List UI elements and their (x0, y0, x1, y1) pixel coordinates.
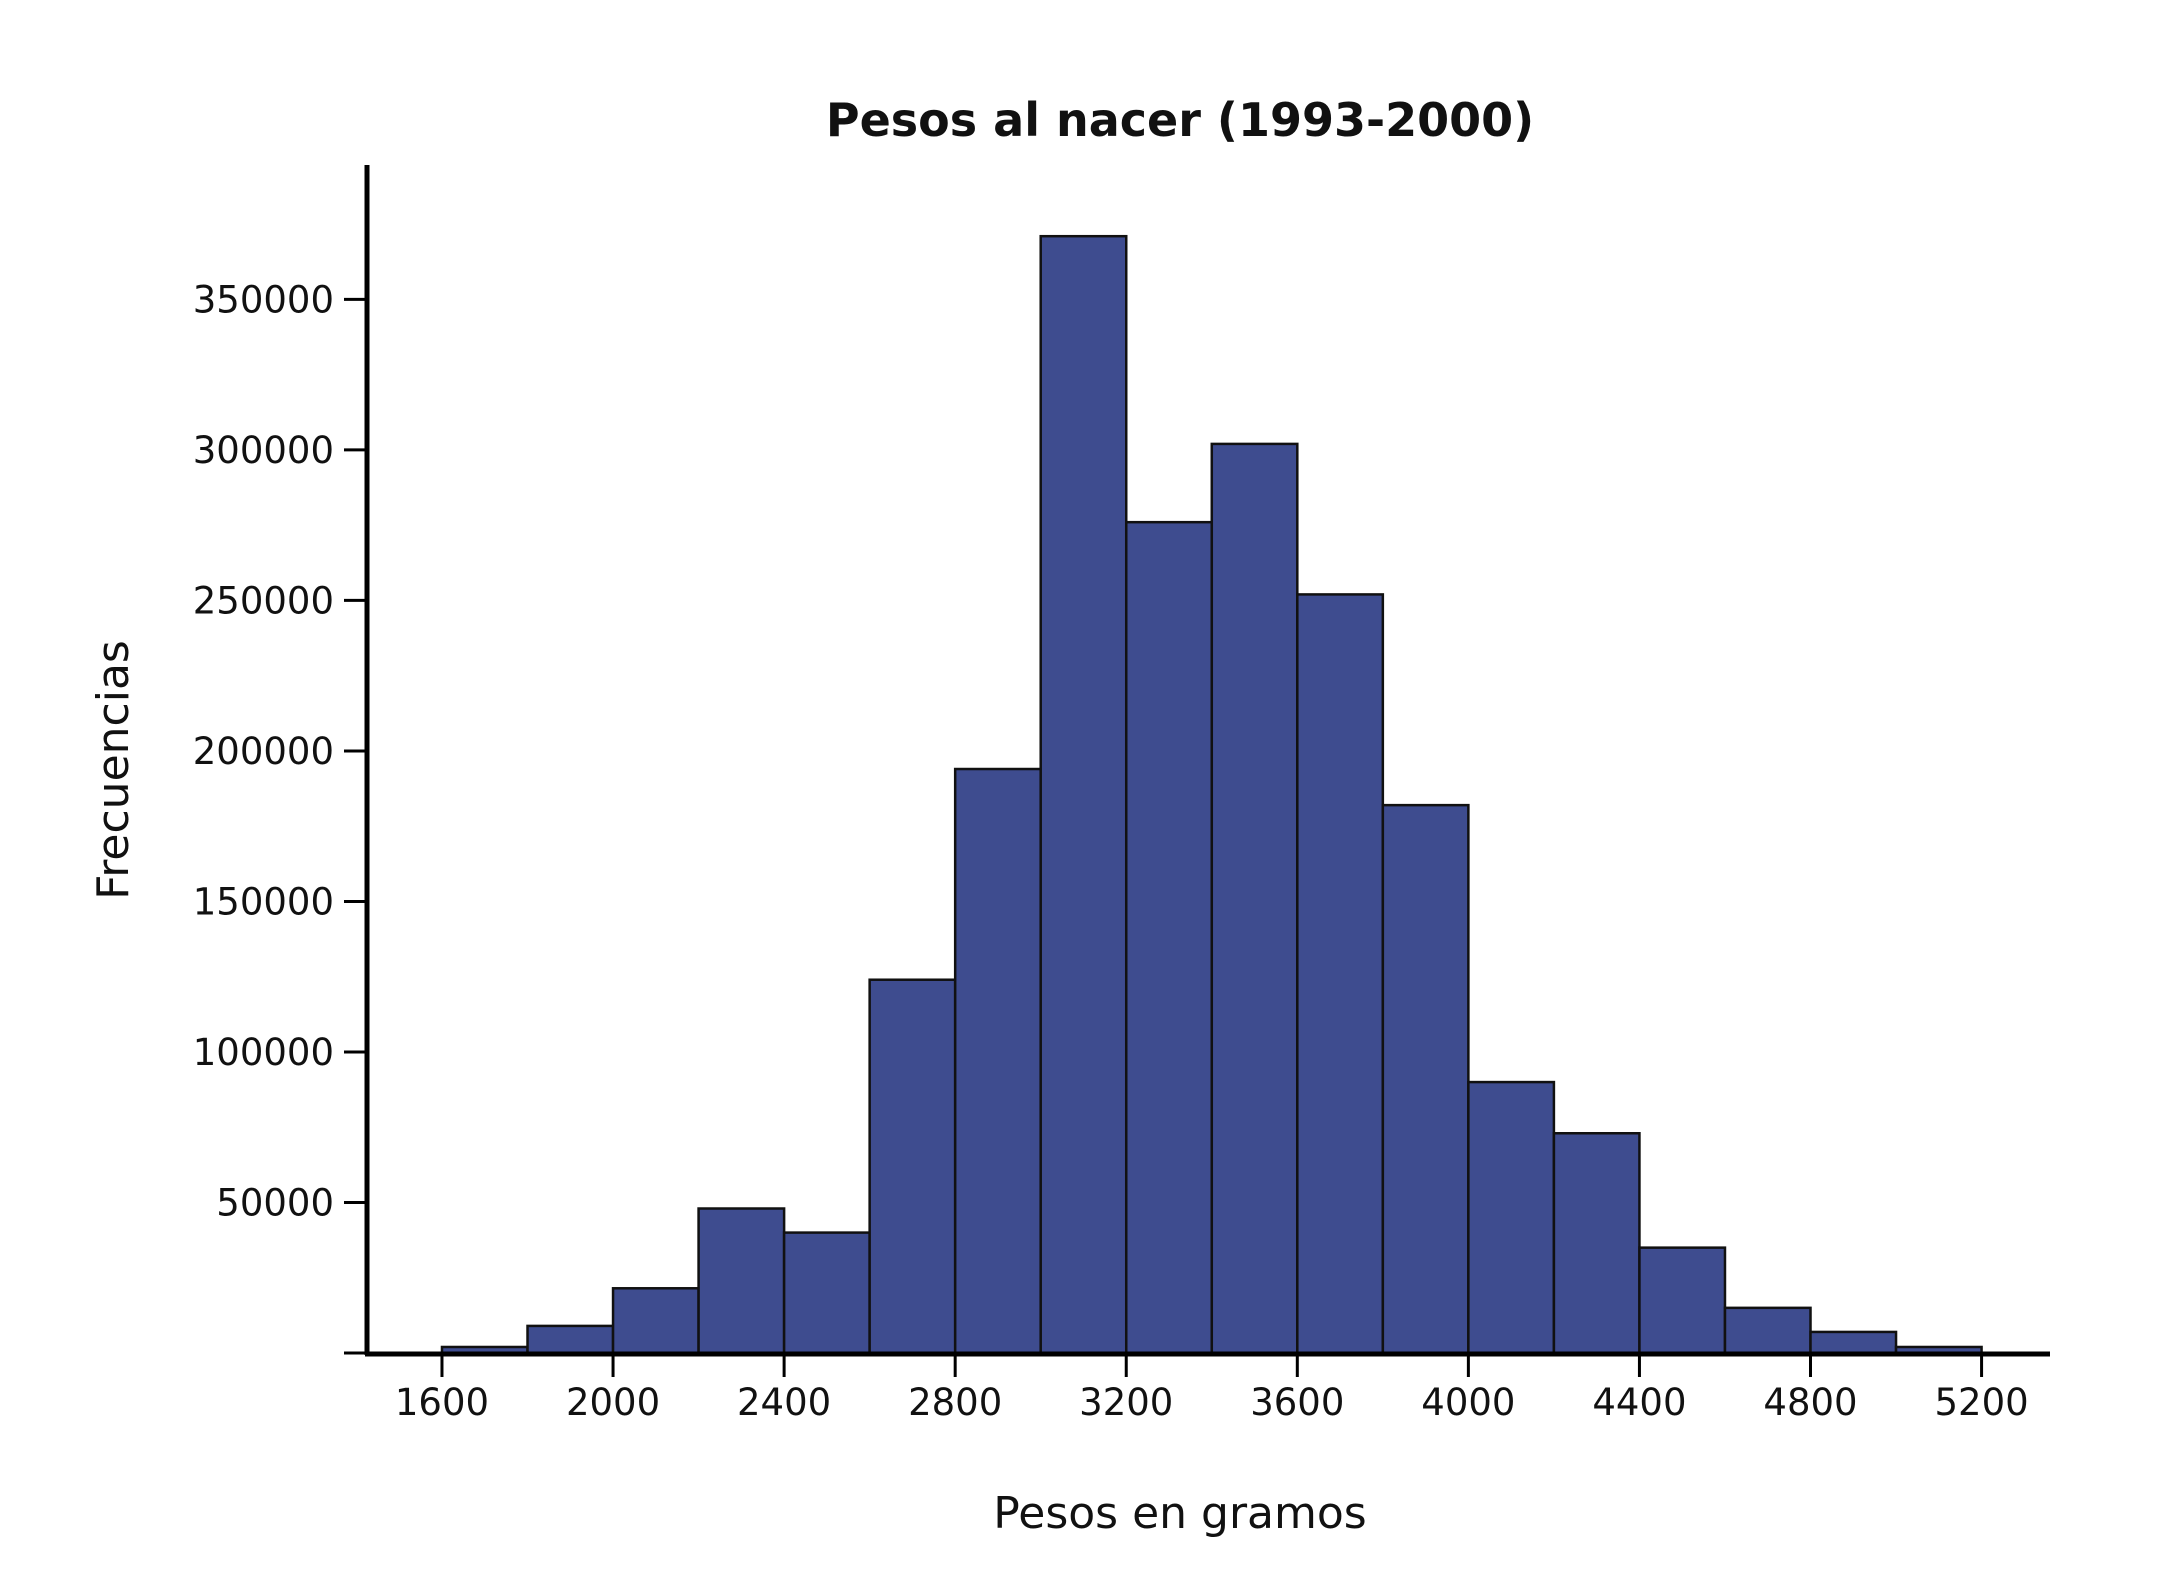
y-tick-label: 100000 (193, 1031, 334, 1074)
histogram-bar (953, 767, 1042, 1355)
y-tick-label: 150000 (193, 880, 334, 923)
axes-layer: 50000 100000 150000 200000 250000 300000 35000… (193, 165, 2050, 1424)
y-tick-label: 300000 (193, 429, 334, 472)
x-tick-label: 2800 (908, 1381, 1002, 1424)
x-tick-label: 1600 (395, 1381, 489, 1424)
x-tick-label: 4400 (1592, 1381, 1686, 1424)
histogram-bar (1552, 1132, 1641, 1355)
histogram-bar (782, 1231, 871, 1355)
histogram-bar (611, 1287, 700, 1355)
x-tick-label: 2400 (737, 1381, 831, 1424)
histogram-bar (1723, 1306, 1812, 1355)
histogram-bar (1124, 520, 1214, 1355)
y-tick-label: 250000 (193, 579, 334, 622)
x-tick-label: 3200 (1079, 1381, 1173, 1424)
histogram-bar (1210, 442, 1299, 1355)
x-tick-label: 5200 (1934, 1381, 2028, 1424)
x-tick-label: 3600 (1250, 1381, 1344, 1424)
y-tick-label: 50000 (216, 1181, 334, 1224)
histogram-bar (1296, 593, 1385, 1355)
bars-layer (440, 234, 1983, 1355)
y-tick-label: 200000 (193, 730, 334, 773)
x-tick-label: 4000 (1421, 1381, 1515, 1424)
y-axis-label: Frecuencias (88, 640, 139, 900)
histogram-bar (868, 978, 957, 1355)
histogram-bar (1467, 1080, 1556, 1355)
histogram-bar (1809, 1330, 1898, 1355)
chart-title: Pesos al nacer (1993-2000) (826, 93, 1534, 147)
histogram-bar (1381, 803, 1470, 1355)
histogram-bar (1039, 234, 1128, 1355)
y-tick-label: 350000 (193, 278, 334, 321)
x-axis-label: Pesos en gramos (993, 1488, 1366, 1539)
histogram-bar (697, 1207, 786, 1355)
histogram-bar (1638, 1246, 1727, 1355)
x-tick-label: 4800 (1763, 1381, 1857, 1424)
histogram-bar (526, 1324, 615, 1355)
x-tick-label: 2000 (566, 1381, 660, 1424)
